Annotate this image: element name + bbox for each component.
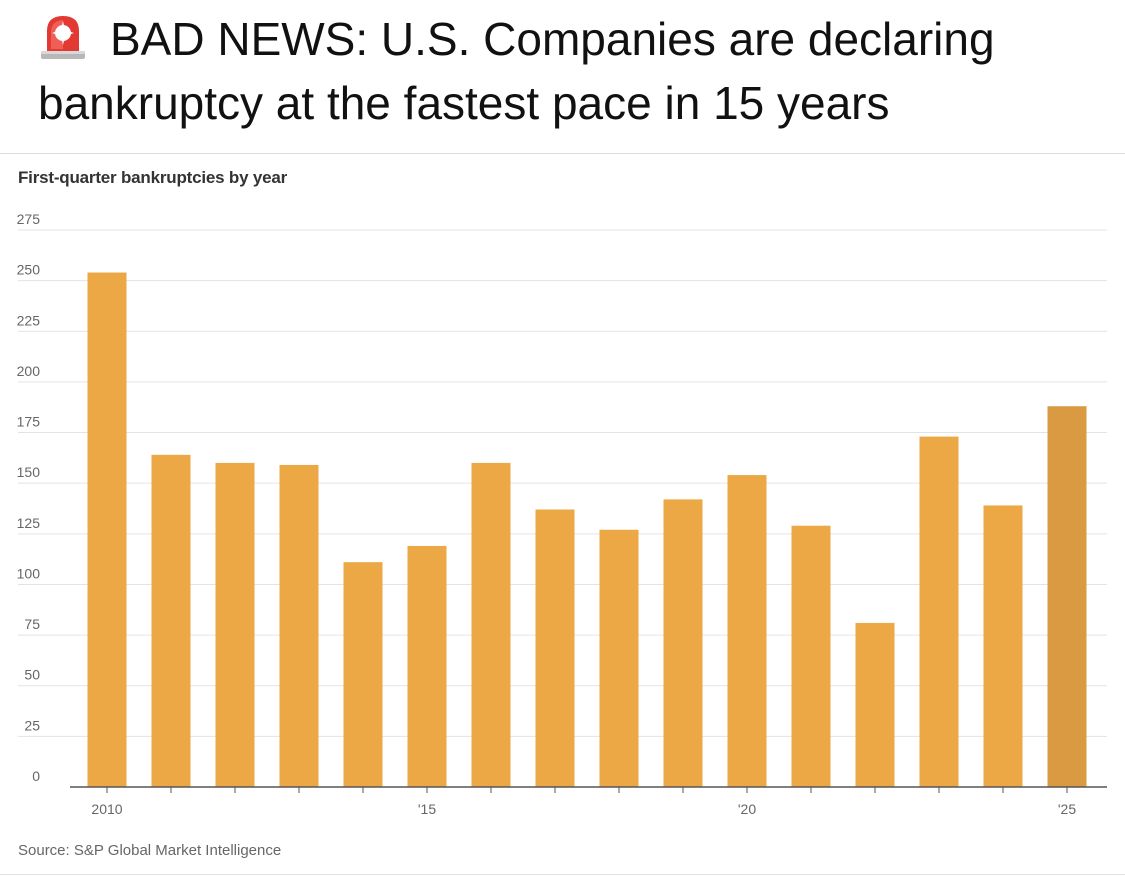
bar-2019 [663,499,703,787]
source-note: Source: S&P Global Market Intelligence [18,842,282,859]
y-tick-label: 0 [32,768,40,784]
x-tick-label: '20 [738,801,756,817]
chart-title: First-quarter bankruptcies by year [18,168,288,187]
bottom-divider [0,874,1125,875]
bar-2017 [535,509,575,787]
bar-2014 [343,562,383,787]
y-tick-label: 250 [17,262,41,278]
y-tick-label: 25 [24,717,40,733]
headline-text: BAD NEWS: U.S. Companies are declaring b… [38,13,995,129]
siren-icon [38,11,88,74]
x-tick-label: '15 [418,801,436,817]
bar-2013 [279,464,319,787]
bar-2025 [1047,406,1087,787]
top-divider [0,153,1125,154]
x-tick-label: 2010 [91,801,122,817]
bar-2023 [919,436,959,787]
y-tick-label: 150 [17,464,41,480]
bar-2020 [727,475,767,787]
y-tick-label: 200 [17,363,41,379]
bar-2016 [471,462,511,787]
bar-2012 [215,462,255,787]
y-tick-label: 50 [24,667,40,683]
bar-2011 [151,454,191,787]
y-tick-label: 175 [17,414,41,430]
y-tick-label: 225 [17,312,41,328]
bar-2015 [407,545,447,787]
y-tick-label: 100 [17,565,41,581]
y-tick-label: 75 [24,616,40,632]
bar-2018 [599,529,639,787]
y-tick-label: 275 [17,211,41,227]
bar-2010 [87,272,127,787]
x-tick-label: '25 [1058,801,1076,817]
bar-2024 [983,505,1023,787]
headline: BAD NEWS: U.S. Companies are declaring b… [38,10,1108,132]
bar-2021 [791,525,831,787]
y-tick-label: 125 [17,515,41,531]
bar-2022 [855,622,895,787]
